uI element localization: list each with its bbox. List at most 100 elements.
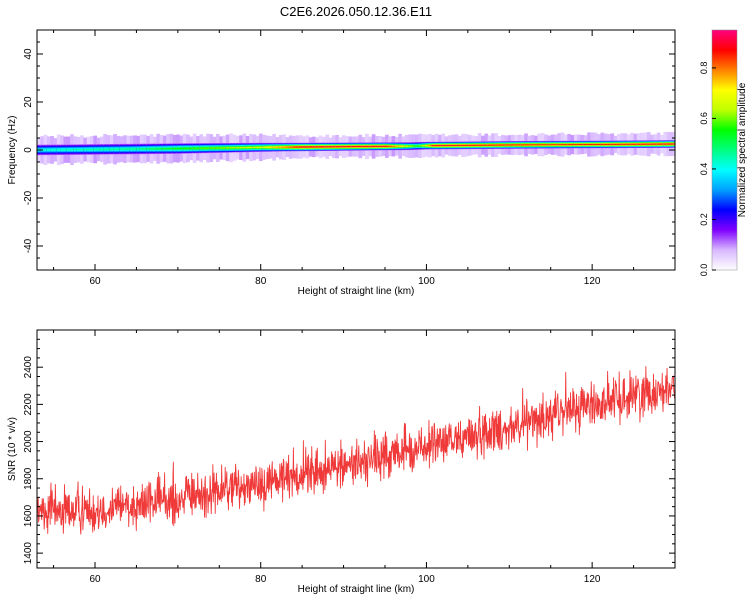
spectrogram-band-cell bbox=[119, 148, 124, 150]
spectrogram-band-cell bbox=[341, 146, 346, 148]
spectrogram-band-cell bbox=[438, 145, 442, 146]
spectrogram-band-cell bbox=[451, 145, 455, 146]
spectrogram-band-cell bbox=[99, 148, 104, 150]
spectrogram-band-cell bbox=[285, 146, 290, 148]
snr-x-tick-label: 120 bbox=[584, 574, 601, 585]
spectrogram-band-cell bbox=[431, 145, 436, 147]
spectrogram-band-cell bbox=[308, 146, 313, 148]
spectrogram-band-cell bbox=[295, 146, 300, 148]
colorbar-tick-label: 0.6 bbox=[699, 112, 709, 125]
spectrogram-band-cell bbox=[272, 146, 277, 148]
spectrogram-band-cell bbox=[607, 143, 611, 145]
spectrogram-band-cell bbox=[182, 147, 187, 150]
spectrogram-band-cell bbox=[123, 148, 127, 150]
spectrogram-band-cell bbox=[434, 145, 439, 147]
spectrogram-y-tick-label: 0 bbox=[23, 147, 34, 153]
spectrogram-band-cell bbox=[143, 148, 147, 150]
spectrogram-band-cell bbox=[298, 146, 303, 148]
snr-y-tick-label: 1600 bbox=[23, 504, 34, 527]
spectrogram-band-cell bbox=[288, 146, 293, 148]
spectrogram-band-cell bbox=[249, 146, 253, 149]
spectrogram-band-cell bbox=[517, 144, 522, 146]
spectrogram-band-cell bbox=[527, 144, 532, 146]
colorbar-label: Normalized spectral amplitude bbox=[737, 82, 748, 217]
spectrogram-band-cell bbox=[199, 147, 204, 149]
spectrogram-band-cell bbox=[126, 148, 131, 150]
spectrogram-band-cell bbox=[461, 144, 465, 146]
spectrogram-band-cell bbox=[537, 144, 542, 146]
snr-axes: 60 80 100 120 1400 1600 1800 2000 2200 2400 bbox=[23, 329, 676, 585]
spectrogram-band-cell bbox=[554, 144, 558, 146]
spectrogram-band-cell bbox=[560, 144, 565, 146]
spectrogram-band-cell bbox=[335, 146, 339, 148]
spectrogram-band-cell bbox=[375, 145, 379, 147]
spectrogram-band-cell bbox=[557, 144, 562, 146]
spectrogram-band-cell bbox=[139, 148, 144, 150]
spectrogram-band-cell bbox=[222, 147, 227, 149]
spectrogram-band-cell bbox=[361, 146, 366, 147]
spectrogram-band-cell bbox=[630, 143, 634, 145]
spectrogram-band-cell bbox=[573, 144, 578, 146]
spectrogram-band-cell bbox=[103, 148, 107, 150]
colorbar-tick-label: 0.0 bbox=[699, 264, 709, 277]
snr-y-tick-label: 1800 bbox=[23, 467, 34, 490]
colorbar-scale bbox=[712, 30, 737, 270]
snr-line bbox=[37, 366, 675, 535]
spectrogram-band-cell bbox=[265, 146, 270, 148]
spectrogram-band-cell bbox=[348, 146, 353, 148]
spectrogram-axes: 60 80 100 120 -40 -20 0 20 40 bbox=[23, 29, 676, 287]
spectrogram-band-cell bbox=[477, 144, 482, 146]
colorbar-tick-label: 0.4 bbox=[699, 163, 709, 176]
spectrogram-band-cell bbox=[292, 146, 296, 148]
spectrogram-band-cell bbox=[471, 144, 475, 146]
spectrogram-band-cell bbox=[444, 145, 449, 146]
spectrogram-band-cell bbox=[275, 146, 280, 148]
spectrogram-band-cell bbox=[547, 144, 552, 146]
spectrogram-band-cell bbox=[365, 146, 369, 147]
spectrogram-band-cell bbox=[90, 148, 94, 151]
spectrogram-band-cell bbox=[441, 145, 446, 146]
spectrogram-y-tick-label: 20 bbox=[23, 96, 34, 108]
spectrogram-band-cell bbox=[172, 148, 177, 150]
spectrogram-band-cell bbox=[156, 148, 161, 150]
spectrogram-band-cell bbox=[626, 143, 631, 145]
spectrogram-y-tick-label: -20 bbox=[23, 190, 34, 205]
spectrogram-band-cell bbox=[225, 147, 230, 149]
spectrogram-band-cell bbox=[345, 146, 349, 148]
spectrogram-band-cell bbox=[378, 145, 383, 147]
spectrogram-band-cell bbox=[282, 146, 286, 148]
spectrogram-band-cell bbox=[666, 143, 671, 145]
spectrogram-band-cell bbox=[580, 144, 585, 145]
spectrogram-band-cell bbox=[567, 144, 571, 146]
spectrogram-band-cell bbox=[232, 147, 237, 149]
spectrogram-band-cell bbox=[660, 143, 664, 145]
spectrogram-band-cell bbox=[467, 144, 472, 146]
spectrogram-band-cell bbox=[239, 147, 243, 149]
spectrogram-y-tick-label: 40 bbox=[23, 48, 34, 60]
spectrogram-band-cell bbox=[414, 145, 419, 147]
spectrogram-band-cell bbox=[617, 143, 621, 145]
spectrogram-band-cell bbox=[305, 146, 310, 148]
spectrogram-band-cell bbox=[129, 148, 134, 150]
spectrogram-band-cell bbox=[355, 146, 359, 147]
spectrogram-x-tick-label: 60 bbox=[89, 276, 101, 287]
spectrogram-band-cell bbox=[50, 149, 54, 151]
spectrogram-band-cell bbox=[186, 147, 190, 149]
snr-y-tick-label: 2000 bbox=[23, 430, 34, 453]
spectrogram-band-cell bbox=[610, 143, 615, 145]
spectrogram-band-cell bbox=[673, 143, 675, 145]
spectrogram-band-cell bbox=[428, 145, 432, 147]
spectrogram-band-cell bbox=[255, 146, 260, 148]
spectrogram-band-cell bbox=[570, 144, 575, 146]
spectrogram-band-cell bbox=[593, 144, 598, 145]
spectrogram-band-cell bbox=[524, 144, 528, 146]
colorbar-frame bbox=[711, 29, 738, 271]
snr-panel: 60 80 100 120 1400 1600 1800 2000 2200 2400 Heigh… bbox=[7, 329, 676, 595]
spectrogram-y-tick-label: -40 bbox=[23, 238, 34, 253]
spectrogram-band-cell bbox=[166, 148, 170, 150]
spectrogram-panel: 60 80 100 120 -40 -20 0 20 40 Height of straight… bbox=[7, 29, 676, 297]
snr-y-tick-label: 1400 bbox=[23, 542, 34, 565]
spectrogram-band-cell bbox=[351, 146, 356, 148]
spectrogram-band-cell bbox=[484, 144, 489, 146]
